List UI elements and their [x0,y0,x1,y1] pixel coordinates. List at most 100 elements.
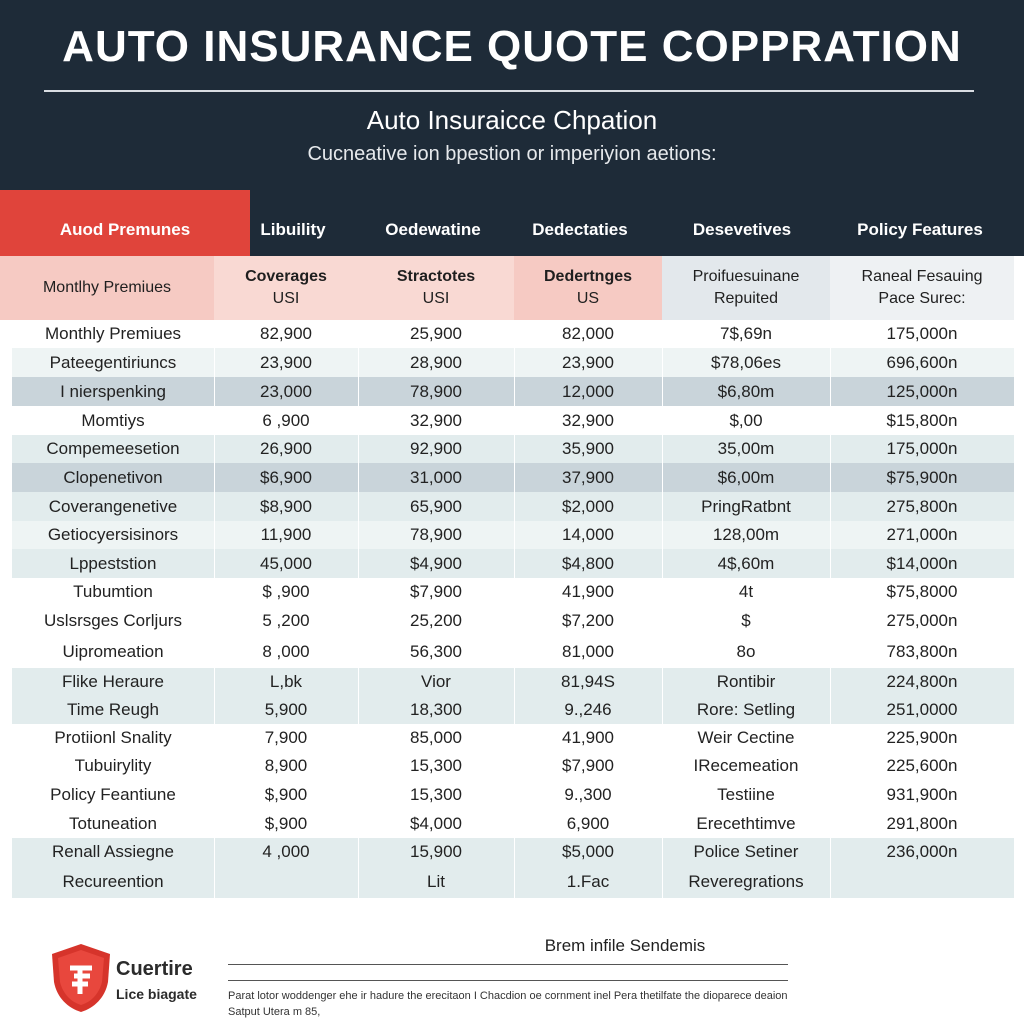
table-cell: 6 ,900 [262,410,310,430]
table-row: Policy Feantiune $,900 15,300 9.,300 Testiin… [12,780,1014,809]
table-cell: 8 ,000 [262,641,310,661]
table-cell: $ ,900 [262,582,310,601]
table-cell: 224,800n [886,672,958,691]
header-banner: AUTO INSURANCE QUOTE COPPRATION Auto Ins… [0,0,1024,190]
table-cell: 4 ,000 [262,841,310,861]
table-row: Tubuirylity 8,900 15,300 $7,900 IRecemeation… [12,752,1014,780]
table-cell: 82,000 [562,324,614,343]
row-label: Pateegentiriuncs [49,352,177,372]
table-cell: 78,900 [410,381,462,401]
row-label: Coverangenetive [48,496,178,516]
table-cell: 931,900n [886,784,958,804]
table-cell: $15,800n [886,410,958,430]
table-cell: $6,80m [717,381,775,401]
subheader-cell: Montlhy Premiues [0,256,214,320]
column-header: Oedewatine [385,220,481,239]
column-header: Desevetives [692,220,792,239]
column-separator [830,320,831,898]
column-header: Policy Features [857,220,983,239]
subheader-unit: US [576,290,600,307]
table-cell: 32,900 [410,410,462,430]
row-label: Uipromeation [62,641,164,661]
row-label: Clopenetivon [63,467,163,487]
page-tagline: Cucneative ion bpestion or imperiyion ae… [307,143,717,165]
table-cell: 225,900n [886,728,958,747]
table-cell: 225,600n [886,756,958,775]
table-cell: $,00 [729,410,763,430]
table-cell: $4,900 [410,553,462,573]
table-cell: $4,800 [562,553,614,573]
table-cell: 11,900 [260,525,312,544]
table-row: Flike Heraure L,bk Vior 81,94S Rontibir 224,8… [12,668,1014,696]
table-cell: 23,000 [260,381,312,401]
table-cell: 35,00m [717,439,775,458]
table-cell: 41,900 [562,582,614,601]
row-label: Protiionl Snality [54,728,172,747]
column-separator [214,320,215,898]
table-cell: 32,900 [562,410,614,430]
page-title: AUTO INSURANCE QUOTE COPPRATION [62,22,962,71]
table-cell: $75,8000 [886,582,958,601]
table-cell: 271,000n [886,525,958,544]
table-cell: 15,300 [410,784,462,804]
footer-title: Brem infile Sendemis [544,936,706,955]
subheader-cell: Raneal Fesauing Pace Surec: [830,256,1014,320]
table-cell: $78,06es [711,352,781,372]
table-cell: 4t [738,582,754,601]
table-cell: Weir Cectine [697,728,795,747]
table-cell: $2,000 [562,496,614,516]
table-cell: Testiine [717,784,775,804]
table-row: Renall Assiegne 4 ,000 15,900 $5,000 Police … [12,838,1014,865]
table-row: I nierspenking 23,000 78,900 12,000 $6,80m 12… [12,377,1014,406]
table-cell: $ [741,610,751,630]
table-row: Uslsrsges Corljurs 5 ,200 25,200 $7,200 $275… [12,606,1014,635]
table-cell: 78,900 [410,525,462,544]
table-cell: $14,000n [886,553,958,573]
shield-logo-icon [52,944,110,1012]
subheader-line: Raneal Fesauing [861,268,983,285]
table-cell: 14,000 [562,525,614,544]
column-header: Libuility [260,220,326,239]
subheader-cell: Dedertnges US [514,256,662,320]
table-cell: $8,900 [260,496,312,516]
table-cell: 175,000n [886,439,958,458]
table-row: Clopenetivon $6,900 31,000 37,900 $6,00m $75,… [12,463,1014,492]
column-header: Dedectaties [532,220,628,239]
table-cell: $7,900 [562,756,614,775]
table-cell: Rore: Setling [696,700,796,719]
column-separator [514,320,515,898]
table-cell: $5,000 [562,841,614,861]
table-row: Tubumtion $ ,900 $7,900 41,900 4t $75,8000 [12,578,1014,606]
table-cell: 1.Fac [566,871,610,891]
footer-divider [228,964,788,965]
table-cell: $75,900n [886,467,958,487]
table-cell: 26,900 [260,439,312,458]
row-label: Getiocyersisinors [47,525,179,544]
table-cell: 251,0000 [886,700,958,719]
table-cell: 56,300 [410,641,462,661]
table-cell: 35,900 [562,439,614,458]
row-label: Totuneation [69,813,157,833]
table-cell: $7,900 [410,582,462,601]
table-cell: 28,900 [410,352,462,372]
table-cell: 125,000n [886,381,958,401]
row-label: Compemeesetion [46,439,180,458]
table-cell: 37,900 [562,467,614,487]
subheader-cell: Coverages USI [214,256,358,320]
table-row: Coverangenetive $8,900 65,900 $2,000 PringRa… [12,492,1014,521]
table-cell: Rontibir [716,672,776,691]
subheader-line: Coverages [245,268,327,285]
subheader-line: Pace Surec: [878,290,966,307]
subheader-line: Dedertnges [543,268,633,285]
table-row: Protiionl Snality 7,900 85,000 41,900 Weir C… [12,724,1014,752]
footer-divider [228,980,788,981]
table-cell [830,865,1014,898]
table-cell: 25,200 [410,610,462,630]
table-cell: 15,900 [410,841,462,861]
table-row: Recureention Lit 1.Fac Reveregrations [12,865,1014,898]
table-subheader-row: Montlhy Premiues Coverages USI Stractote… [0,256,1024,320]
table-cell: 5 ,200 [262,610,310,630]
table-cell: 92,900 [410,439,462,458]
row-label: I nierspenking [60,381,166,401]
table-cell: 5,900 [264,700,308,719]
